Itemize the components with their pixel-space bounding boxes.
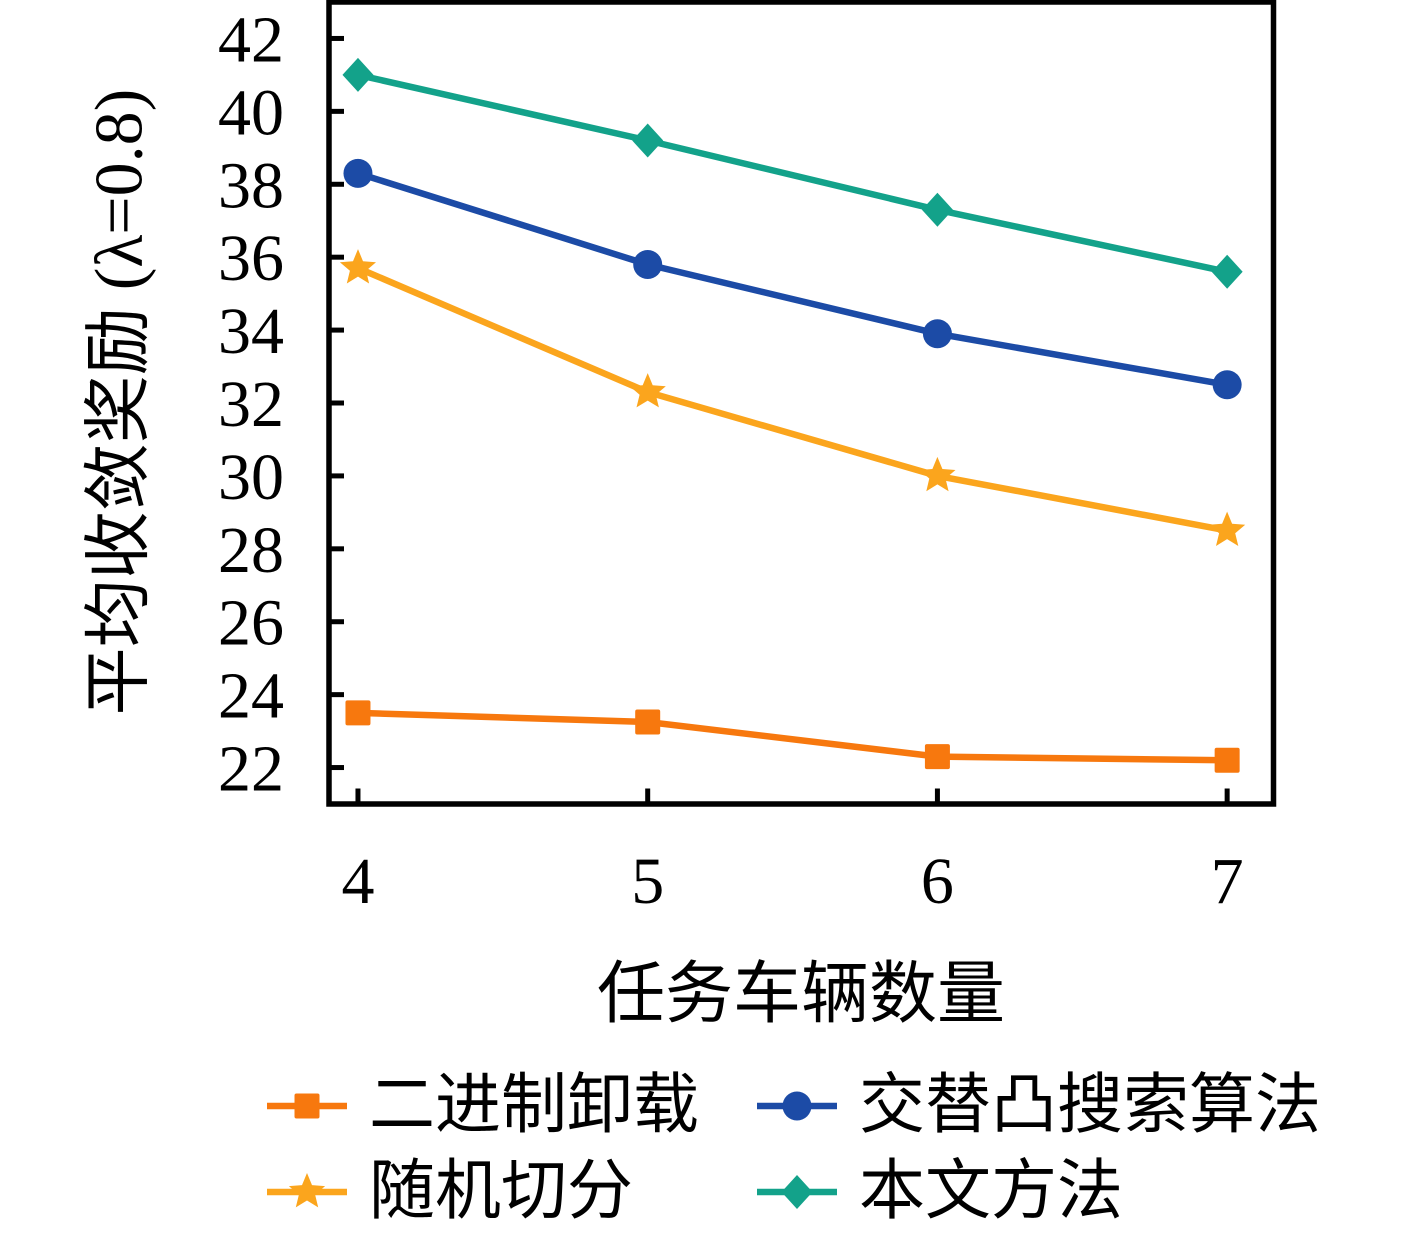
series-本文方法 <box>342 57 1243 289</box>
legend-label: 交替凸搜索算法 <box>859 1069 1321 1142</box>
data-point <box>632 123 664 158</box>
y-tick-label: 22 <box>218 733 284 806</box>
data-point <box>342 57 374 92</box>
circle-marker-icon <box>782 1091 812 1121</box>
legend-item-binary-offloading: 二进制卸载 <box>265 1063 755 1149</box>
data-point <box>1212 370 1242 400</box>
legend-label: 本文方法 <box>859 1155 1123 1228</box>
legend-label: 二进制卸载 <box>369 1069 699 1142</box>
diamond-marker-icon <box>781 1175 813 1209</box>
circle-marker-icon <box>757 1091 837 1121</box>
square-marker-icon <box>294 1093 320 1119</box>
series-二进制卸载 <box>345 700 1240 773</box>
y-tick-label: 42 <box>218 3 284 76</box>
data-point <box>635 709 661 735</box>
y-tick-label: 26 <box>218 587 284 660</box>
series-line <box>357 71 1228 275</box>
legend-item-alternating-convex-search: 交替凸搜索算法 <box>755 1063 1321 1149</box>
data-point <box>919 456 956 492</box>
x-tick-label: 6 <box>921 845 954 918</box>
data-point <box>1214 747 1240 773</box>
square-marker-icon <box>267 1093 347 1119</box>
plot-border <box>326 0 1277 807</box>
series-line <box>357 709 1228 764</box>
legend-label: 随机切分 <box>369 1155 633 1228</box>
data-point <box>922 319 952 349</box>
data-point <box>1211 254 1243 289</box>
series-line <box>357 170 1228 389</box>
star-marker-icon <box>288 1173 326 1208</box>
y-axis-title: 平均收敛奖励 (λ=0.8) <box>80 88 157 716</box>
data-point <box>921 192 953 227</box>
data-point <box>629 373 666 408</box>
data-point <box>339 249 376 284</box>
x-tick-label: 5 <box>631 845 664 918</box>
y-tick-label: 28 <box>218 514 284 587</box>
x-tick-label: 7 <box>1211 845 1244 918</box>
y-tick-label: 30 <box>218 441 284 514</box>
data-point <box>345 700 371 726</box>
y-tick-label: 40 <box>218 76 284 149</box>
x-tick-label: 4 <box>341 845 374 918</box>
y-tick-label: 36 <box>218 222 284 295</box>
x-axis-title: 任务车辆数量 <box>596 956 1006 1032</box>
diamond-marker-icon <box>757 1175 837 1209</box>
series-交替凸搜索算法 <box>343 158 1242 400</box>
y-tick-label: 24 <box>218 660 284 733</box>
legend-item-random-split: 随机切分 <box>265 1149 755 1235</box>
y-tick-label: 32 <box>218 368 284 441</box>
star-marker-icon <box>267 1173 347 1208</box>
series-随机切分 <box>339 249 1246 546</box>
data-point <box>1209 511 1246 546</box>
y-tick-label: 38 <box>218 149 284 222</box>
legend-item-proposed-method: 本文方法 <box>755 1149 1321 1235</box>
y-tick-label: 34 <box>218 295 284 368</box>
data-point <box>633 249 663 279</box>
legend: 二进制卸载 交替凸搜索算法 随机切分 本文方法 <box>265 1063 1321 1235</box>
data-point <box>924 744 950 770</box>
data-point <box>343 158 373 188</box>
series-line <box>356 265 1228 534</box>
